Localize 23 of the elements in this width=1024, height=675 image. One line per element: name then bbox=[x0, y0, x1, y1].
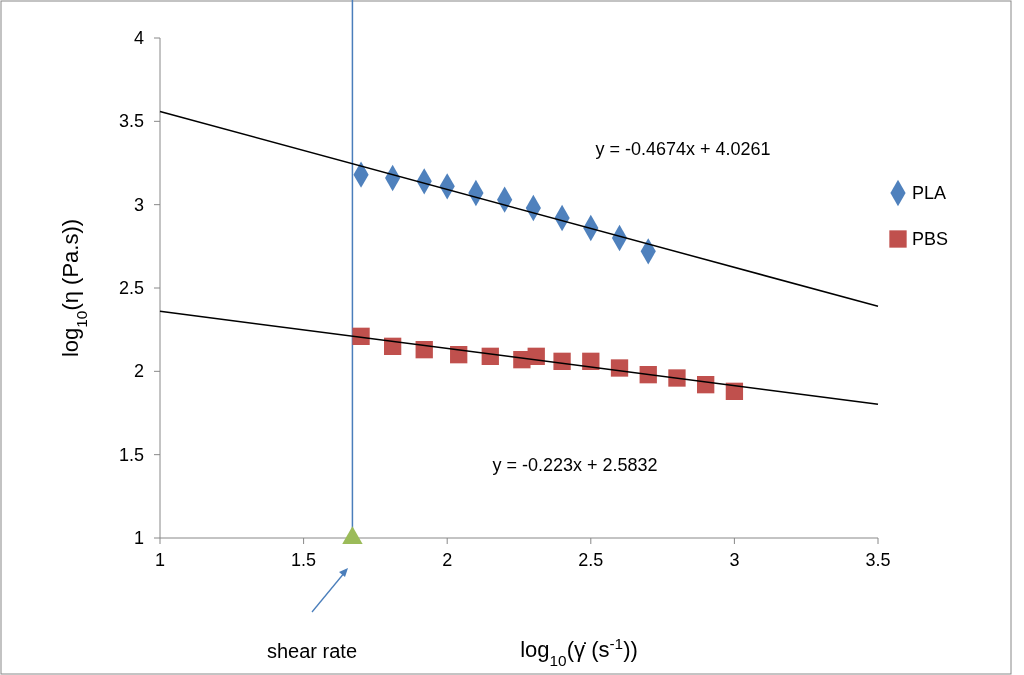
text: shear rate bbox=[266, 640, 358, 662]
legend-label: PBS bbox=[912, 229, 949, 249]
point bbox=[668, 369, 686, 387]
y-tick-label: 2.5 bbox=[118, 278, 144, 298]
x-axis-title: log$_{10}$(γ̇ (s$^{-1}$)) bbox=[520, 634, 638, 669]
y-tick-label: 3 bbox=[133, 194, 144, 215]
point bbox=[352, 327, 370, 345]
x-tick-label: 3.5 bbox=[865, 550, 891, 570]
y-tick-label: 1.5 bbox=[118, 444, 144, 465]
x-tick-label: 2.5 bbox=[578, 550, 604, 570]
x-tick-label: 2 bbox=[442, 550, 453, 570]
point bbox=[553, 352, 571, 370]
point bbox=[610, 359, 629, 377]
y-tick-label: 3.5 bbox=[118, 111, 144, 132]
x-tick-label: 3 bbox=[729, 550, 740, 570]
x-tick-label: 1.5 bbox=[291, 550, 317, 570]
annotation: y = -0.223x + 2.5832 bbox=[492, 455, 658, 475]
legend-label: PLA bbox=[912, 183, 947, 203]
annotation: y = -0.4674x + 4.0261 bbox=[595, 139, 771, 159]
y-tick-label: 4 bbox=[133, 28, 144, 48]
x-tick-label: 1 bbox=[154, 550, 166, 570]
y-tick-label: 1 bbox=[133, 528, 144, 548]
y-tick-label: 2 bbox=[133, 361, 144, 382]
